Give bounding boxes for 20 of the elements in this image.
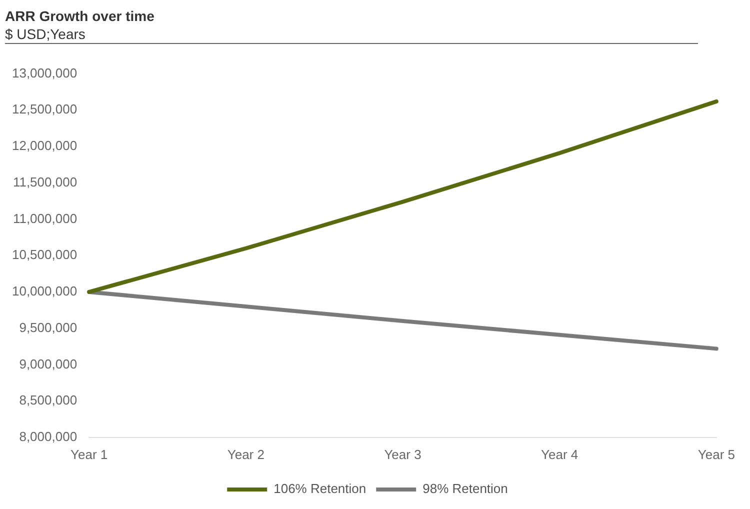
y-tick-label: 11,500,000 <box>12 174 78 190</box>
x-tick-label: Year 2 <box>227 446 264 462</box>
y-tick-label: 10,500,000 <box>12 247 78 262</box>
x-tick-label: Year 4 <box>541 446 578 462</box>
y-tick-label: 12,500,000 <box>12 102 78 117</box>
y-tick-label: 11,000,000 <box>12 210 78 226</box>
y-tick-label: 9,500,000 <box>19 320 78 335</box>
y-tick-label: 12,000,000 <box>12 138 78 154</box>
legend-label: 98% Retention <box>422 481 508 496</box>
y-tick-label: 13,000,000 <box>12 65 78 80</box>
y-tick-label: 10,000,000 <box>12 284 78 299</box>
legend-label: 106% Retention <box>274 481 366 496</box>
y-tick-label: 8,500,000 <box>19 392 78 408</box>
x-tick-label: Year 3 <box>384 446 422 462</box>
x-tick-label: Year 1 <box>70 446 108 462</box>
chart-title: ARR Growth over time <box>5 8 154 24</box>
y-tick-label: 9,000,000 <box>19 356 78 372</box>
chart-subtitle: $ USD;Years <box>5 26 86 42</box>
x-tick-label: Year 5 <box>698 446 735 462</box>
y-tick-label: 8,000,000 <box>19 428 78 444</box>
